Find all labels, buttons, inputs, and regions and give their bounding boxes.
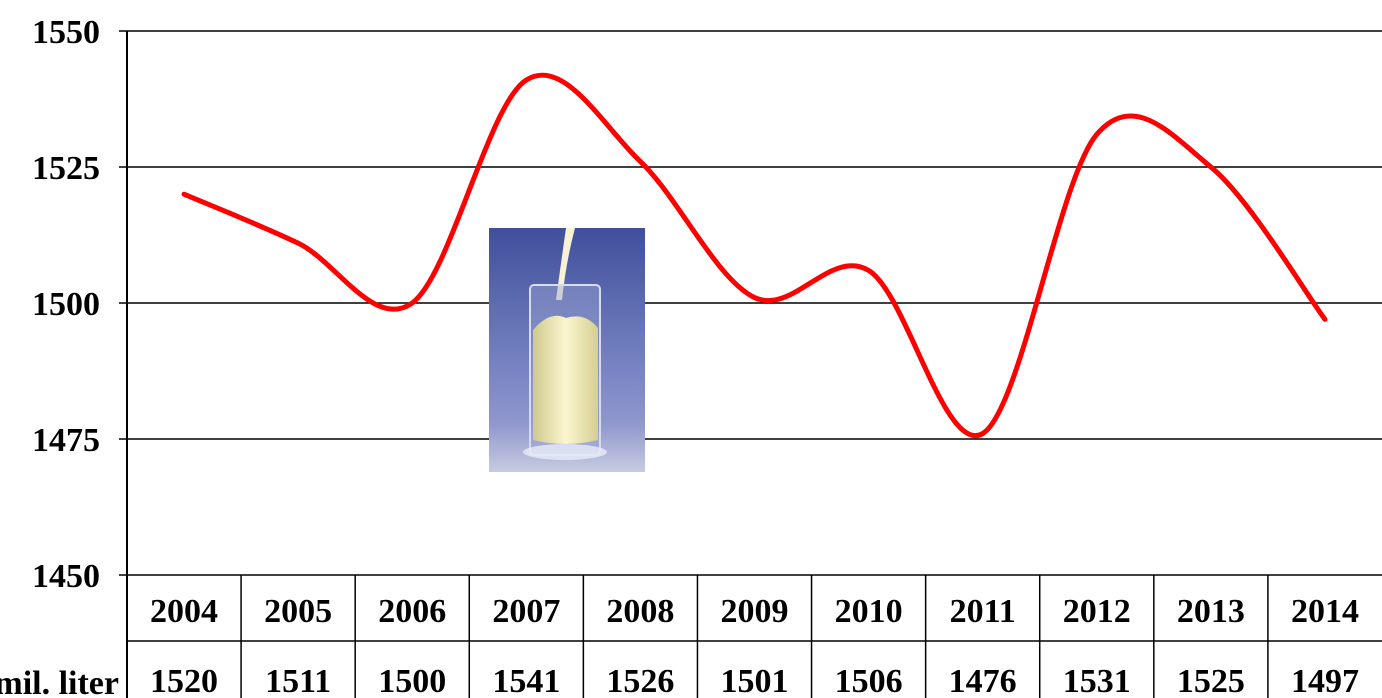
x-tick-label: 2012 [1063,593,1131,630]
gridlines [119,30,1382,576]
x-tick-label: 2009 [721,593,789,630]
y-tick-label: 1475 [32,422,100,459]
data-label: 1500 [378,663,446,698]
data-label: 1525 [1177,663,1245,698]
x-tick-label: 2007 [492,593,560,630]
y-tick-label: 1550 [32,14,100,51]
data-label: 1476 [949,663,1017,698]
x-tick-label: 2010 [835,593,903,630]
data-label: 1541 [492,663,560,698]
y-tick-label: 1500 [32,286,100,323]
data-table: 2004 2005 2006 2007 2008 2009 2010 2011 2012 2013… [0,575,1382,698]
y-axis-ticks: 1450 1475 1500 1525 1550 [32,14,100,595]
y-tick-label: 1525 [32,150,100,187]
series-line [181,72,1328,439]
x-tick-label: 2005 [264,593,332,630]
data-label: 1497 [1291,663,1359,698]
x-tick-label: 2013 [1177,593,1245,630]
x-tick-label: 2004 [150,593,218,630]
data-label: 1531 [1063,663,1131,698]
x-tick-label: 2011 [950,593,1016,630]
data-label: 1526 [606,663,674,698]
y-tick-label: 1450 [32,558,100,595]
table-row-label: mil. liter [0,665,119,698]
data-label: 1520 [150,663,218,698]
data-label: 1506 [835,663,903,698]
x-tick-label: 2014 [1291,593,1359,630]
milk-glass-icon [489,228,645,472]
data-label: 1511 [265,663,331,698]
x-tick-label: 2006 [378,593,446,630]
x-tick-label: 2008 [606,593,674,630]
data-label: 1501 [721,663,789,698]
